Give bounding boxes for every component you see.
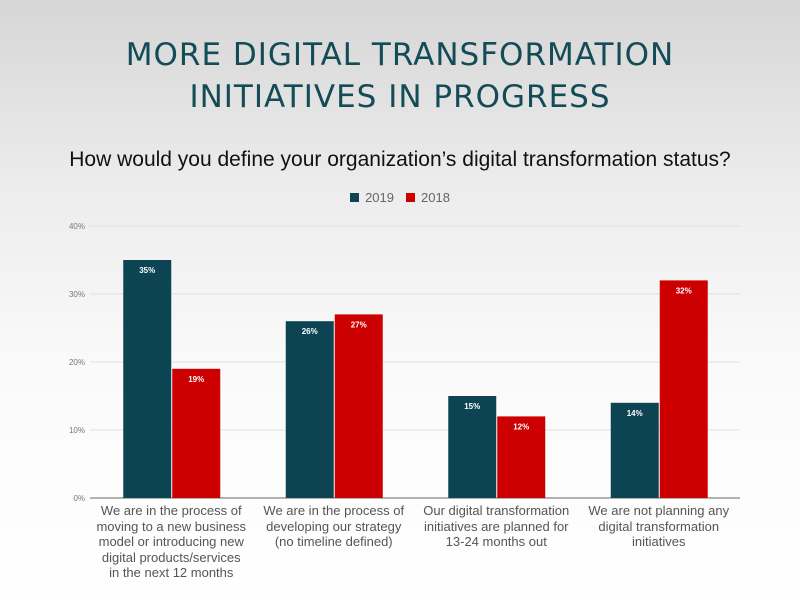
legend-label-2019: 2019 bbox=[365, 190, 394, 205]
bar-2019 bbox=[448, 396, 497, 498]
legend-label-2018: 2018 bbox=[421, 190, 450, 205]
bar-2018 bbox=[172, 368, 221, 498]
data-label-2018: 12% bbox=[513, 422, 529, 431]
x-category-label: Our digital transformation initiatives a… bbox=[423, 503, 570, 549]
y-tick-label: 40% bbox=[69, 222, 85, 231]
y-tick-label: 0% bbox=[73, 494, 85, 503]
data-label-2018: 19% bbox=[188, 375, 204, 384]
data-label-2019: 26% bbox=[302, 327, 318, 336]
bar-2019 bbox=[123, 260, 172, 498]
data-label-2019: 35% bbox=[139, 266, 155, 275]
title-line-2: INITIATIVES IN PROGRESS bbox=[189, 79, 611, 115]
page-title: MORE DIGITAL TRANSFORMATION INITIATIVES … bbox=[0, 34, 800, 118]
legend: 2019 2018 bbox=[0, 190, 800, 205]
x-category-label: We are in the process of moving to a new… bbox=[96, 503, 247, 580]
x-category-label: We are in the process of developing our … bbox=[263, 503, 405, 549]
legend-item-2019: 2019 bbox=[350, 190, 394, 205]
data-label-2018: 32% bbox=[676, 286, 692, 295]
legend-swatch-2018 bbox=[406, 193, 415, 202]
y-tick-label: 10% bbox=[69, 426, 85, 435]
data-label-2019: 15% bbox=[464, 402, 480, 411]
bar-2018 bbox=[497, 416, 546, 498]
x-category-label: We are not planning any digital transfor… bbox=[588, 503, 730, 549]
chart-title: How would you define your organization’s… bbox=[69, 148, 731, 171]
bar-2019 bbox=[610, 402, 659, 498]
data-label-2018: 27% bbox=[351, 320, 367, 329]
data-label-2019: 14% bbox=[627, 409, 643, 418]
y-tick-label: 30% bbox=[69, 290, 85, 299]
bar-2018 bbox=[659, 280, 708, 498]
y-tick-label: 20% bbox=[69, 358, 85, 367]
bar-2019 bbox=[285, 321, 334, 498]
legend-item-2018: 2018 bbox=[406, 190, 450, 205]
bar-2018 bbox=[334, 314, 383, 498]
legend-swatch-2019 bbox=[350, 193, 360, 202]
title-line-1: MORE DIGITAL TRANSFORMATION bbox=[125, 37, 675, 73]
